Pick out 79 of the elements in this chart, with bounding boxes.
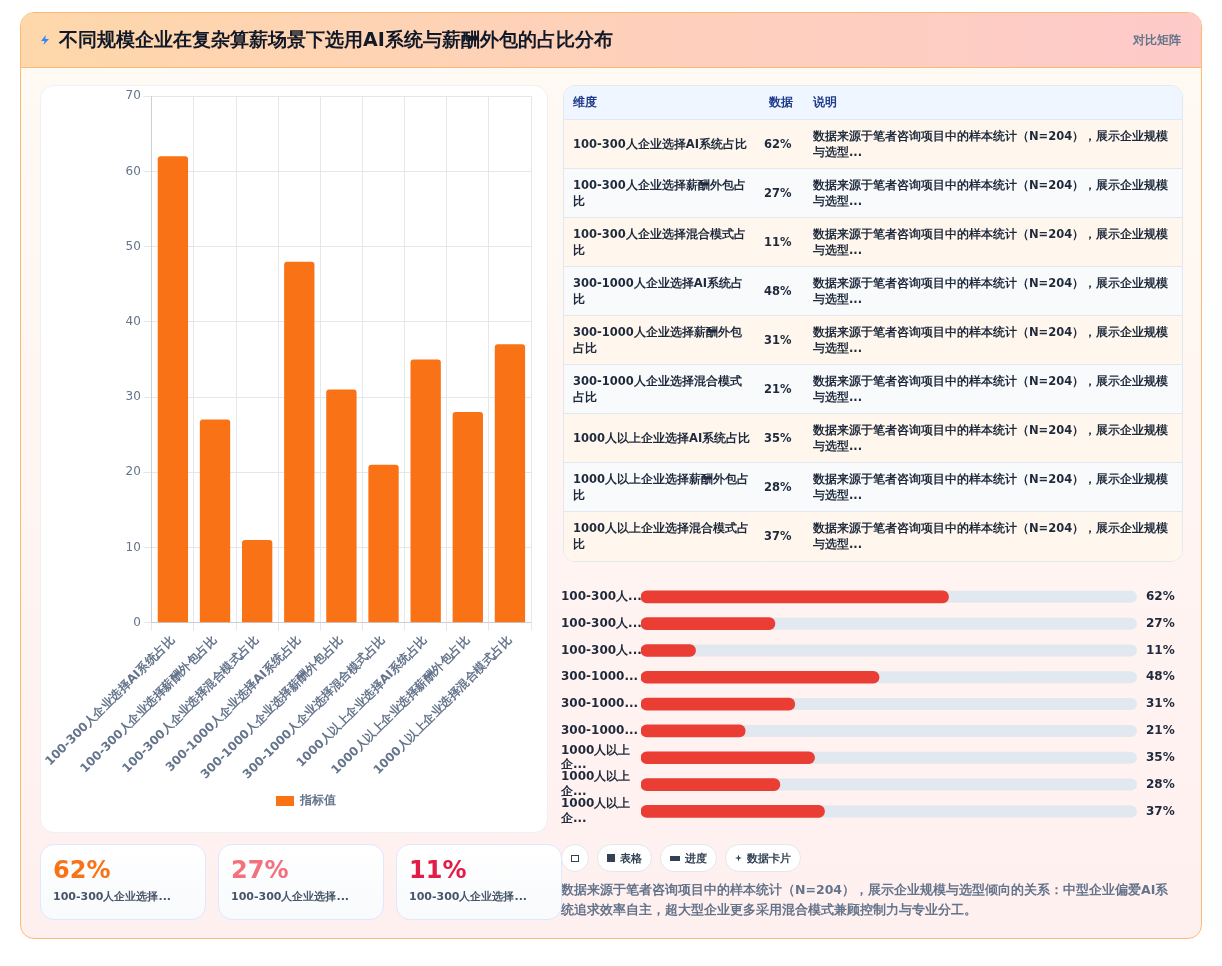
- bar: [326, 389, 357, 623]
- text: 数据来源于笔者咨询项目中的样本统计（N=204），展示企业规模与选型...: [804, 364, 1182, 414]
- text: 数据: [760, 86, 804, 120]
- y-tick-label: 50: [125, 238, 141, 253]
- y-tick-label: 60: [125, 163, 141, 178]
- category-label: 100-300人企业选择...: [231, 889, 351, 904]
- bar: [241, 539, 273, 623]
- text: 维度: [564, 86, 760, 120]
- y-tick-label: 100-300人...: [561, 615, 642, 630]
- text: 31%: [764, 333, 792, 347]
- y-tick-label: 0: [133, 614, 141, 629]
- bar: [284, 261, 315, 623]
- category-label: 1000人以上企业选择混合模式占比: [564, 511, 760, 561]
- category-label: 300-1000人企业选择混合模式占比: [564, 364, 760, 414]
- text: 48%: [764, 284, 792, 298]
- data-label: 28%: [1146, 776, 1175, 791]
- text: 对比矩阵: [1133, 31, 1181, 49]
- bar: [641, 724, 746, 738]
- y-tick-label: 300-1000...: [561, 723, 639, 738]
- y-tick-label: 300-1000...: [561, 669, 639, 684]
- text: 27%: [231, 856, 289, 884]
- category-label: 300-1000人企业选择AI系统占比: [564, 266, 760, 316]
- data-label: 37%: [1146, 803, 1175, 818]
- text: 11%: [764, 235, 792, 249]
- text: 35%: [764, 431, 792, 445]
- text: 数据来源于笔者咨询项目中的样本统计（N=204），展示企业规模与选型...: [804, 462, 1182, 512]
- text: 数据来源于笔者咨询项目中的样本统计（N=204），展示企业规模与选型倾向的关系：中型企业偏爱AI系统追求效率自主，超大型企业更多采用混合模式兼顾控制力与专业分工。: [561, 881, 1170, 919]
- bar: [199, 419, 231, 623]
- bar: [494, 344, 526, 623]
- text: 数据来源于笔者咨询项目中的样本统计（N=204），展示企业规模与选型...: [804, 119, 1182, 169]
- data-label: 62%: [1146, 588, 1175, 603]
- text: 数据来源于笔者咨询项目中的样本统计（N=204），展示企业规模与选型...: [804, 511, 1182, 561]
- data-label: 21%: [1146, 723, 1175, 738]
- text: 数据来源于笔者咨询项目中的样本统计（N=204），展示企业规模与选型...: [804, 315, 1182, 365]
- text: 28%: [764, 480, 792, 494]
- data-label: 48%: [1146, 669, 1175, 684]
- text: 说明: [804, 86, 1182, 120]
- y-tick-label: 1000人以上企...: [560, 796, 631, 825]
- y-tick-label: 30: [125, 389, 141, 404]
- text: 数据来源于笔者咨询项目中的样本统计（N=204），展示企业规模与选型...: [804, 266, 1182, 316]
- text: 不同规模企业在复杂算薪场景下选用AI系统与薪酬外包的占比分布: [59, 27, 613, 52]
- text: 27%: [764, 186, 792, 200]
- y-tick-label: 20: [125, 464, 141, 479]
- bar: [641, 644, 696, 657]
- text: 数据来源于笔者咨询项目中的样本统计（N=204），展示企业规模与选型...: [804, 217, 1182, 267]
- y-tick-label: 300-1000...: [561, 696, 639, 711]
- text: 数据卡片: [725, 844, 801, 872]
- category-label: 100-300人企业选择...: [53, 889, 173, 904]
- category-label: 100-300人企业选择...: [409, 889, 529, 904]
- bar: [368, 464, 399, 623]
- category-label: 100-300人企业选择AI系统占比: [564, 119, 760, 169]
- legend-label: 指标值: [299, 793, 336, 808]
- data-label: 35%: [1146, 749, 1175, 764]
- text: 数据来源于笔者咨询项目中的样本统计（N=204），展示企业规模与选型...: [804, 413, 1182, 463]
- text: 数据来源于笔者咨询项目中的样本统计（N=204），展示企业规模与选型...: [804, 168, 1182, 218]
- y-tick-label: 1000人以上企...: [560, 769, 631, 798]
- y-tick-label: 100-300人...: [561, 642, 642, 657]
- data-label: 31%: [1146, 696, 1175, 711]
- bar: [157, 156, 189, 623]
- category-label: 100-300人企业选择薪酬外包占比: [564, 168, 760, 218]
- text: 37%: [764, 529, 792, 544]
- y-tick-label: 70: [125, 88, 141, 103]
- text: 21%: [764, 382, 792, 396]
- text: 进度: [660, 844, 717, 872]
- data-label: 27%: [1146, 615, 1175, 630]
- bar: [452, 412, 483, 623]
- text: 62%: [764, 137, 792, 151]
- category-label: 1000人以上企业选择AI系统占比: [564, 413, 760, 463]
- text: 11%: [409, 856, 467, 884]
- text: 表格: [597, 844, 652, 872]
- category-label: 100-300人企业选择混合模式占比: [564, 217, 760, 267]
- text: 62%: [53, 856, 111, 884]
- y-tick-label: 40: [125, 313, 141, 328]
- data-label: 11%: [1146, 642, 1175, 657]
- y-tick-label: 100-300人...: [561, 588, 642, 603]
- category-label: 1000人以上企业选择薪酬外包占比: [564, 462, 760, 512]
- y-tick-label: 10: [125, 539, 141, 554]
- bar: [410, 359, 441, 623]
- category-label: 300-1000人企业选择薪酬外包占比: [564, 315, 760, 365]
